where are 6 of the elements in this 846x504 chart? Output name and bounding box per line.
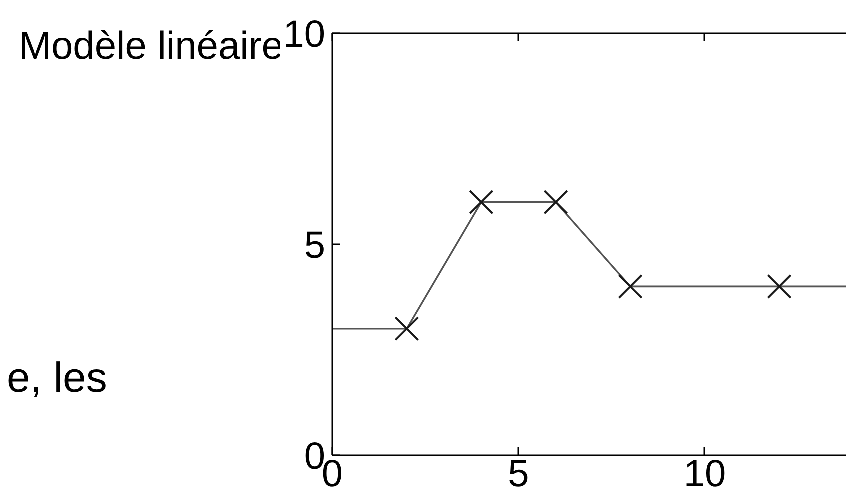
x-tick-label: 10 [684,454,726,496]
text: e, les [7,354,108,402]
chart-title: Modèle linéaire [19,25,284,70]
y-tick-label: 5 [304,225,326,267]
y-tick-label: 10 [283,14,326,56]
x-tick-label: 5 [508,454,530,496]
